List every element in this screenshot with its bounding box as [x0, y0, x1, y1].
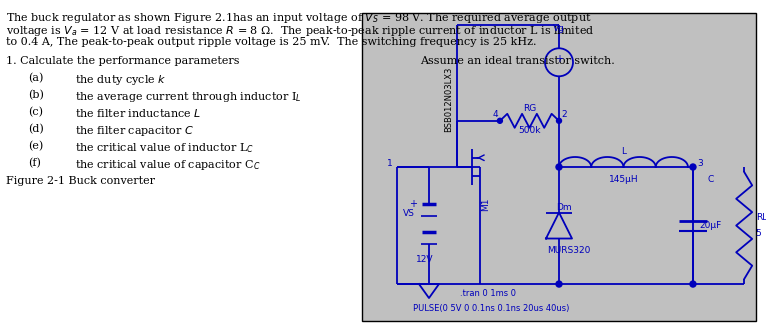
Bar	[362, 13, 756, 321]
Circle shape	[690, 281, 696, 287]
Text: (c): (c)	[28, 107, 43, 117]
Circle shape	[556, 164, 562, 170]
Text: (d): (d)	[28, 124, 44, 134]
Text: 1. Calculate the performance parameters: 1. Calculate the performance parameters	[6, 56, 240, 66]
Text: L: L	[621, 147, 626, 156]
Text: Dm: Dm	[556, 203, 571, 212]
Text: (b): (b)	[28, 90, 44, 100]
Text: the critical value of inductor L$_C$: the critical value of inductor L$_C$	[75, 141, 254, 155]
Text: .tran 0 1ms 0: .tran 0 1ms 0	[460, 289, 516, 298]
Text: (a): (a)	[28, 73, 44, 83]
Text: The buck regulator as shown Figure 2.1has an input voltage of $V_S$ = 98 V. The : The buck regulator as shown Figure 2.1ha…	[6, 11, 591, 25]
Text: 5: 5	[755, 229, 761, 238]
Text: PULSE(0 5V 0 0.1ns 0.1ns 20us 40us): PULSE(0 5V 0 0.1ns 0.1ns 20us 40us)	[413, 304, 570, 313]
Text: 20μF: 20μF	[700, 221, 722, 230]
Text: MURS320: MURS320	[548, 246, 591, 255]
Circle shape	[556, 281, 562, 287]
Text: Assume an ideal transistor switch.: Assume an ideal transistor switch.	[420, 56, 615, 66]
Text: BSB012N03LX3: BSB012N03LX3	[444, 67, 453, 132]
Text: to 0.4 A, The peak-to-peak output ripple voltage is 25 mV.  The switching freque: to 0.4 A, The peak-to-peak output ripple…	[6, 37, 536, 47]
Text: 3: 3	[697, 159, 703, 167]
Text: 1: 1	[387, 159, 392, 167]
Text: 500k: 500k	[519, 126, 541, 135]
Text: the filter inductance $L$: the filter inductance $L$	[75, 107, 201, 119]
Text: 12V: 12V	[416, 255, 434, 264]
Text: 2: 2	[561, 110, 567, 119]
Text: VS: VS	[403, 209, 415, 218]
Text: M1: M1	[481, 197, 489, 211]
Text: +: +	[409, 199, 417, 209]
Text: voltage is $V_a$ = 12 V at load resistance $R$ = 8 Ω.  The peak-to-peak ripple c: voltage is $V_a$ = 12 V at load resistan…	[6, 24, 594, 38]
Text: Vg: Vg	[553, 24, 565, 33]
Text: the filter capacitor $C$: the filter capacitor $C$	[75, 124, 194, 138]
Text: (e): (e)	[28, 141, 43, 151]
Text: the duty cycle $k$: the duty cycle $k$	[75, 73, 166, 87]
Circle shape	[557, 118, 561, 123]
Text: 4: 4	[492, 110, 498, 119]
Circle shape	[690, 164, 696, 170]
Text: C: C	[708, 174, 714, 183]
Text: (f): (f)	[28, 158, 41, 168]
Text: RL: RL	[757, 213, 766, 222]
Text: 145μH: 145μH	[609, 174, 638, 183]
Text: +: +	[555, 54, 563, 64]
Circle shape	[497, 118, 502, 123]
Text: RG: RG	[523, 104, 536, 113]
Text: the critical value of capacitor C$_C$: the critical value of capacitor C$_C$	[75, 158, 260, 172]
Text: Figure 2-1 Buck converter: Figure 2-1 Buck converter	[6, 176, 155, 186]
Text: the average current through inductor I$_L$: the average current through inductor I$_…	[75, 90, 302, 104]
